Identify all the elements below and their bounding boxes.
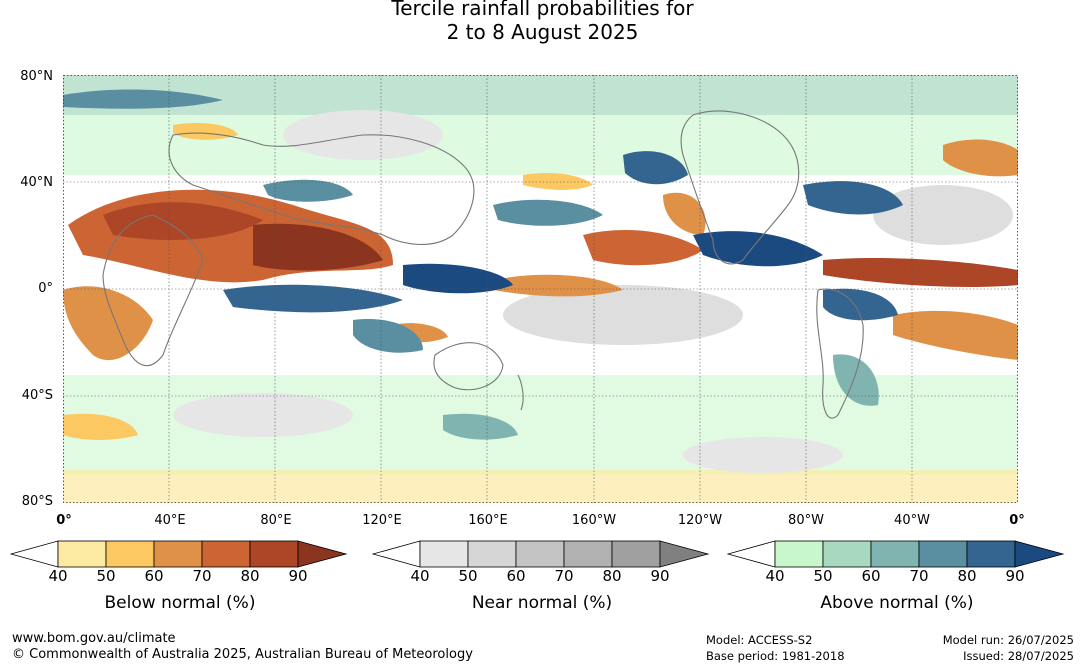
- colorbar-box: [419, 540, 469, 568]
- legend-tick: 50: [96, 567, 116, 585]
- colorbar-box: [249, 540, 299, 568]
- colorbar-box: [563, 540, 613, 568]
- lat-label-80n: 80°N: [20, 69, 53, 84]
- title-line-1: Tercile rainfall probabilities for: [391, 0, 694, 20]
- colorbar-box: [774, 540, 824, 568]
- legend-title: Below normal (%): [104, 593, 256, 613]
- colorbar-box: [611, 540, 661, 568]
- legend-tick: 70: [192, 567, 212, 585]
- legend-tick: 80: [957, 567, 977, 585]
- colorbar-box: [918, 540, 968, 568]
- lon-label-40w: 40°W: [894, 513, 930, 528]
- legend-tick: 70: [909, 567, 929, 585]
- footer-base-period: Base period: 1981-2018: [706, 649, 845, 663]
- footer-issued: Issued: 28/07/2025: [963, 649, 1074, 663]
- title-line-2: 2 to 8 August 2025: [446, 20, 639, 44]
- colorbar-box: [57, 540, 107, 568]
- legend-title: Near normal (%): [471, 593, 613, 613]
- colorbar-left-extension: [10, 540, 59, 568]
- colorbar-right-extension: [297, 540, 348, 568]
- colorbar-box: [201, 540, 251, 568]
- legend-tick: 40: [410, 567, 430, 585]
- legend-title: Above normal (%): [820, 593, 974, 613]
- legend-tick: 40: [48, 567, 68, 585]
- legend-tick: 80: [602, 567, 622, 585]
- map-title: Tercile rainfall probabilities for 2 to …: [0, 0, 1085, 44]
- legend-above-normal: 40 50 60 70 80 90 Above normal (%): [727, 539, 1067, 634]
- lon-label-0-west: 0°: [56, 513, 72, 528]
- colorbar-box: [467, 540, 517, 568]
- legend-near-normal: 40 50 60 70 80 90 Near normal (%): [372, 539, 712, 634]
- colorbar-box: [153, 540, 203, 568]
- legend-tick: 50: [813, 567, 833, 585]
- colorbar-box: [822, 540, 872, 568]
- lon-label-80e: 80°E: [260, 513, 292, 528]
- lon-label-0-east: 0°: [1009, 513, 1025, 528]
- lat-label-40s: 40°S: [21, 388, 53, 403]
- legend-ticks: 40 50 60 70 80 90: [727, 567, 1067, 587]
- colorbar-near-normal: [372, 540, 710, 568]
- legend-tick: 90: [650, 567, 670, 585]
- lat-label-80s: 80°S: [21, 494, 53, 509]
- lon-label-80w: 80°W: [788, 513, 824, 528]
- colorbar-left-extension: [727, 540, 776, 568]
- lon-label-120w: 120°W: [677, 513, 723, 528]
- colorbar-left-extension: [372, 540, 421, 568]
- colorbar-box: [870, 540, 920, 568]
- legend-tick: 80: [240, 567, 260, 585]
- legend-tick: 90: [1005, 567, 1025, 585]
- colorbar-box: [515, 540, 565, 568]
- lon-label-160e: 160°E: [468, 513, 508, 528]
- legend-tick: 70: [554, 567, 574, 585]
- lon-label-40e: 40°E: [154, 513, 186, 528]
- lon-label-160w: 160°W: [571, 513, 617, 528]
- legend-tick: 60: [506, 567, 526, 585]
- lat-label-0: 0°: [38, 281, 53, 296]
- legend-tick: 60: [861, 567, 881, 585]
- colorbar-right-extension: [659, 540, 710, 568]
- legend-below-normal: 40 50 60 70 80 90 Below normal (%): [10, 539, 350, 634]
- colorbar-above-normal: [727, 540, 1065, 568]
- colorbar-box: [105, 540, 155, 568]
- legend-tick: 90: [288, 567, 308, 585]
- colorbar-box: [966, 540, 1016, 568]
- legend-ticks: 40 50 60 70 80 90: [372, 567, 712, 587]
- footer-copyright: © Commonwealth of Australia 2025, Austra…: [12, 647, 473, 662]
- probability-map: [63, 75, 1018, 503]
- footer-model-run: Model run: 26/07/2025: [942, 633, 1074, 647]
- legend-ticks: 40 50 60 70 80 90: [10, 567, 350, 587]
- footer-website: www.bom.gov.au/climate: [12, 631, 176, 646]
- footer-model: Model: ACCESS-S2: [706, 633, 813, 647]
- lon-label-120e: 120°E: [362, 513, 402, 528]
- colorbar-below-normal: [10, 540, 348, 568]
- lat-label-40n: 40°N: [20, 175, 53, 190]
- legend-tick: 50: [458, 567, 478, 585]
- colorbar-right-extension: [1014, 540, 1065, 568]
- map-canvas: [63, 75, 1018, 503]
- legend-tick: 60: [144, 567, 164, 585]
- legend-tick: 40: [765, 567, 785, 585]
